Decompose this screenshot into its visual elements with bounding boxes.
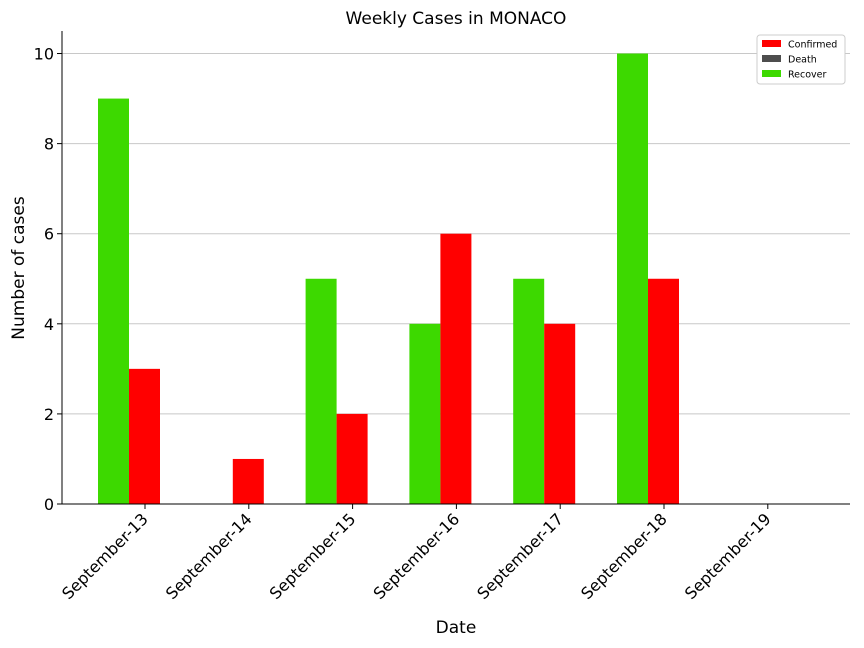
legend-label-confirmed: Confirmed — [788, 40, 837, 51]
chart-title: Weekly Cases in MONACO — [346, 9, 567, 29]
y-axis-label: Number of cases — [9, 196, 29, 340]
x-axis-label: Date — [436, 618, 477, 638]
y-tick-label: 10 — [34, 45, 54, 64]
legend: Confirmed Death Recover — [756, 34, 846, 85]
legend-swatch-confirmed — [762, 40, 781, 47]
bar-confirmed — [232, 458, 264, 504]
y-tick-label: 2 — [44, 405, 54, 424]
legend-swatch-death — [762, 55, 781, 62]
x-tick-label: September-18 — [577, 509, 671, 603]
bars — [98, 53, 679, 505]
x-tick-label: September-15 — [266, 509, 360, 603]
x-tick-label: September-16 — [370, 509, 464, 603]
x-ticks: September-13 September-14 September-15 Sept… — [58, 504, 775, 603]
x-tick-label: September-19 — [681, 509, 775, 603]
legend-label-recover: Recover — [788, 70, 827, 81]
bar-recover — [409, 323, 441, 504]
bar-confirmed — [440, 233, 472, 504]
y-tick-label: 0 — [44, 495, 54, 514]
legend-swatch-recover — [762, 70, 781, 77]
bar-recover — [617, 53, 648, 505]
y-tick-label: 6 — [44, 225, 54, 244]
bar-confirmed — [648, 278, 679, 504]
bar-recover — [98, 98, 129, 505]
x-tick-label: September-14 — [162, 509, 256, 603]
bar-recover — [305, 278, 337, 504]
x-tick-label: September-13 — [58, 509, 152, 603]
bar-confirmed — [544, 323, 576, 504]
bar-confirmed — [336, 413, 368, 504]
legend-label-death: Death — [788, 55, 817, 66]
y-tick-label: 4 — [44, 315, 54, 334]
x-tick-label: September-17 — [473, 509, 567, 603]
y-ticks: 0 2 4 6 8 10 — [34, 45, 62, 514]
bar-confirmed — [129, 368, 160, 504]
y-tick-label: 8 — [44, 135, 54, 154]
bar-recover — [513, 278, 545, 504]
